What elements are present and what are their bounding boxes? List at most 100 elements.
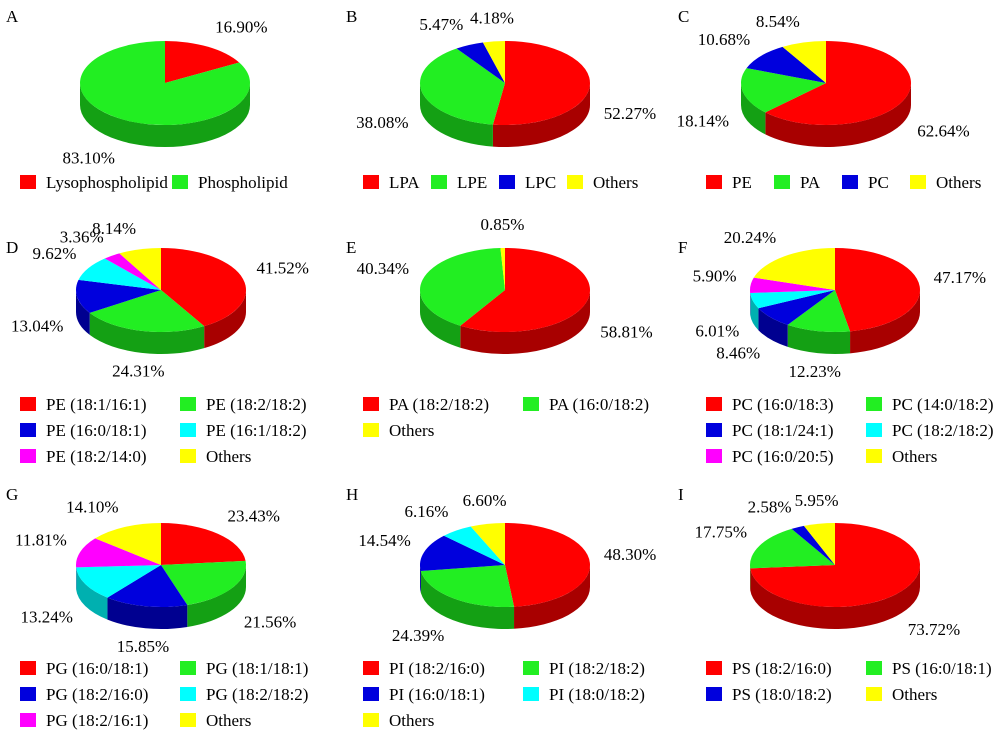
panel-e-label-others: 0.85% bbox=[480, 215, 524, 234]
panel-i-legend-ps-18-0-18-2: PS (18:0/18:2) bbox=[732, 685, 832, 704]
panel-b-label-lpa: 52.27% bbox=[604, 104, 656, 123]
panel-f-side-pc-16-0-18-3 bbox=[850, 290, 920, 354]
panel-f-legend-swatch-pc-16-0-20-5 bbox=[706, 449, 722, 463]
panel-g-label-pg-18-2-16-1: 11.81% bbox=[15, 531, 67, 550]
panel-g-letter: G bbox=[6, 485, 18, 504]
panel-g-legend-swatch-others bbox=[180, 713, 196, 727]
panel-i-legend-swatch-ps-18-0-18-2 bbox=[706, 687, 722, 701]
panel-i-label-ps-18-0-18-2: 2.58% bbox=[748, 498, 792, 517]
panel-h-label-pi-18-2-16-0: 48.30% bbox=[604, 545, 656, 564]
panel-f-slice-pc-14-0-18-2 bbox=[787, 290, 851, 332]
panel-d-legend-swatch-pe-18-1-16-1 bbox=[20, 397, 36, 411]
panel-d-slice-others bbox=[119, 248, 161, 290]
panel-h-legend-pi-18-2-16-0: PI (18:2/16:0) bbox=[389, 659, 485, 678]
panel-g-slice-pg-16-0-18-1 bbox=[161, 523, 246, 565]
panel-b-legend-lpc: LPC bbox=[525, 173, 556, 192]
panel-d-label-pe-16-1-18-2: 9.62% bbox=[32, 244, 76, 263]
panel-d-label-others: 8.14% bbox=[92, 219, 136, 238]
panel-h-label-pi-18-2-18-2: 24.39% bbox=[392, 626, 444, 645]
panel-h-slice-pi-16-0-18-1 bbox=[419, 535, 505, 572]
panel-c-legend-pa: PA bbox=[800, 173, 821, 192]
panel-c-slice-pe bbox=[765, 41, 911, 125]
panel-f-legend-pc-14-0-18-2: PC (14:0/18:2) bbox=[892, 395, 994, 414]
panel-i: I 73.72% 17.75%2.58% 5.95% PS (18:2/16:0) PS … bbox=[678, 485, 992, 704]
panel-e-legend-others: Others bbox=[389, 421, 434, 440]
panel-i-legend-ps-16-0-18-1: PS (16:0/18:1) bbox=[892, 659, 992, 678]
panel-g-label-pg-16-0-18-1: 23.43% bbox=[228, 507, 280, 526]
panel-c-legend-pe: PE bbox=[732, 173, 752, 192]
panel-d-slice-pe-18-1-16-1 bbox=[161, 248, 247, 327]
panel-g-legend-pg-18-2-16-1: PG (18:2/16:1) bbox=[46, 711, 148, 730]
panel-h-slice-pi-18-2-18-2 bbox=[420, 565, 515, 607]
panel-b-legend-others: Others bbox=[593, 173, 638, 192]
panel-i-legend-ps-18-2-16-0: PS (18:2/16:0) bbox=[732, 659, 832, 678]
panel-c-label-pc: 10.68% bbox=[698, 30, 750, 49]
panel-h-legend-pi-16-0-18-1: PI (16:0/18:1) bbox=[389, 685, 485, 704]
panel-f-legend-swatch-pc-16-0-18-3 bbox=[706, 397, 722, 411]
panel-a: A 16.90% 83.10% Lysophospholipid Phospholipi… bbox=[6, 7, 288, 192]
panel-g-legend-swatch-pg-16-0-18-1 bbox=[20, 661, 36, 675]
panel-e-legend-pa-16-0-18-2: PA (16:0/18:2) bbox=[549, 395, 649, 414]
panel-h-legend-swatch-pi-18-0-18-2 bbox=[523, 687, 539, 701]
panel-e-label-pa-18-2-18-2: 58.81% bbox=[600, 322, 652, 341]
panel-d-label-pe-18-2-14-0: 3.36% bbox=[60, 227, 104, 246]
panel-c-legend-others: Others bbox=[936, 173, 981, 192]
panel-a-side-phospholipid bbox=[80, 83, 250, 147]
panel-d-label-pe-16-0-18-1: 13.04% bbox=[11, 316, 63, 335]
panel-f: F 47.17% 12.23% 8.46% 6.01% 5.90% 20.24% PC (16… bbox=[678, 228, 994, 466]
panel-i-label-ps-16-0-18-1: 17.75% bbox=[695, 522, 747, 541]
panel-d-slice-pe-16-0-18-1 bbox=[76, 279, 161, 313]
panel-c-legend-swatch-pc bbox=[842, 175, 858, 189]
panel-i-slice-ps-18-0-18-2 bbox=[791, 525, 835, 565]
panel-c-letter: C bbox=[678, 7, 689, 26]
panel-i-label-others: 5.95% bbox=[795, 491, 839, 510]
panel-d-legend-swatch-pe-16-1-18-2 bbox=[180, 423, 196, 437]
panel-a-legend-swatch-phospholipid bbox=[172, 175, 188, 189]
panel-d-side-pe-16-0-18-1 bbox=[76, 290, 90, 335]
panel-f-legend-swatch-pc-18-2-18-2 bbox=[866, 423, 882, 437]
panel-h-side-pi-18-2-18-2 bbox=[420, 571, 515, 629]
panel-e-side-pa-16-0-18-2 bbox=[420, 290, 461, 348]
panel-d-legend-pe-16-0-18-1: PE (16:0/18:1) bbox=[46, 421, 147, 440]
panel-c-slice-others bbox=[782, 41, 826, 83]
panel-c-side-pe bbox=[765, 83, 911, 148]
panel-d-slice-pe-16-1-18-2 bbox=[78, 258, 161, 290]
panel-f-legend-pc-16-0-18-3: PC (16:0/18:3) bbox=[732, 395, 834, 414]
panel-e-legend-swatch-pa-16-0-18-2 bbox=[523, 397, 539, 411]
panel-g-label-others: 14.10% bbox=[66, 497, 118, 516]
panel-g-legend-swatch-pg-18-2-16-0 bbox=[20, 687, 36, 701]
panel-c-slice-pc bbox=[746, 46, 826, 83]
panel-f-legend-others: Others bbox=[892, 447, 937, 466]
panel-a-legend-swatch-lysophospholipid bbox=[20, 175, 36, 189]
panel-f-side-pc-18-2-18-2 bbox=[750, 292, 759, 331]
panel-d-legend-pe-18-2-18-2: PE (18:2/18:2) bbox=[206, 395, 307, 414]
panel-e-legend-swatch-pa-18-2-18-2 bbox=[363, 397, 379, 411]
panel-f-side-pc-18-1-24-1 bbox=[758, 308, 788, 347]
panel-g-legend-swatch-pg-18-2-16-1 bbox=[20, 713, 36, 727]
panel-d-label-pe-18-1-16-1: 41.52% bbox=[257, 258, 309, 277]
panel-b-legend-lpe: LPE bbox=[457, 173, 487, 192]
panel-g-slice-others bbox=[95, 523, 161, 565]
panel-e-letter: E bbox=[346, 238, 356, 257]
panel-b-slice-lpc bbox=[456, 42, 505, 83]
panel-a-letter: A bbox=[6, 7, 19, 26]
panel-h-slice-pi-18-0-18-2 bbox=[443, 526, 505, 565]
panel-b-side-lpa bbox=[492, 83, 590, 147]
panel-g-legend-swatch-pg-18-1-18-1 bbox=[180, 661, 196, 675]
panel-h-label-pi-16-0-18-1: 14.54% bbox=[358, 531, 410, 550]
panel-b-legend-swatch-lpc bbox=[499, 175, 515, 189]
panel-f-legend-pc-16-0-20-5: PC (16:0/20:5) bbox=[732, 447, 834, 466]
panel-d-legend-pe-16-1-18-2: PE (16:1/18:2) bbox=[206, 421, 307, 440]
panel-f-letter: F bbox=[678, 238, 687, 257]
panel-f-slice-pc-16-0-18-3 bbox=[835, 247, 921, 332]
panel-g-label-pg-18-2-18-2: 13.24% bbox=[20, 608, 72, 627]
panel-f-legend-swatch-others bbox=[866, 449, 882, 463]
panel-h: H 48.30% 24.39% 14.54% 6.16% 6.60% PI (18:2/16… bbox=[346, 485, 656, 730]
panel-g-side-pg-18-2-18-2 bbox=[76, 567, 108, 620]
panel-g-legend-pg-18-1-18-1: PG (18:1/18:1) bbox=[206, 659, 308, 678]
panel-f-label-pc-18-1-24-1: 8.46% bbox=[716, 344, 760, 363]
panel-c-legend-pc: PC bbox=[868, 173, 889, 192]
panel-f-legend-pc-18-1-24-1: PC (18:1/24:1) bbox=[732, 421, 834, 440]
panel-b-legend-swatch-lpa bbox=[363, 175, 379, 189]
panel-h-label-pi-18-0-18-2: 6.16% bbox=[404, 502, 448, 521]
